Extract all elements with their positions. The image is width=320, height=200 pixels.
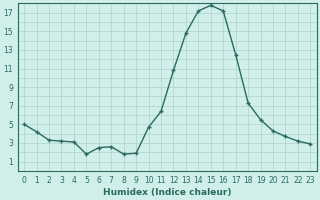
X-axis label: Humidex (Indice chaleur): Humidex (Indice chaleur) — [103, 188, 231, 197]
